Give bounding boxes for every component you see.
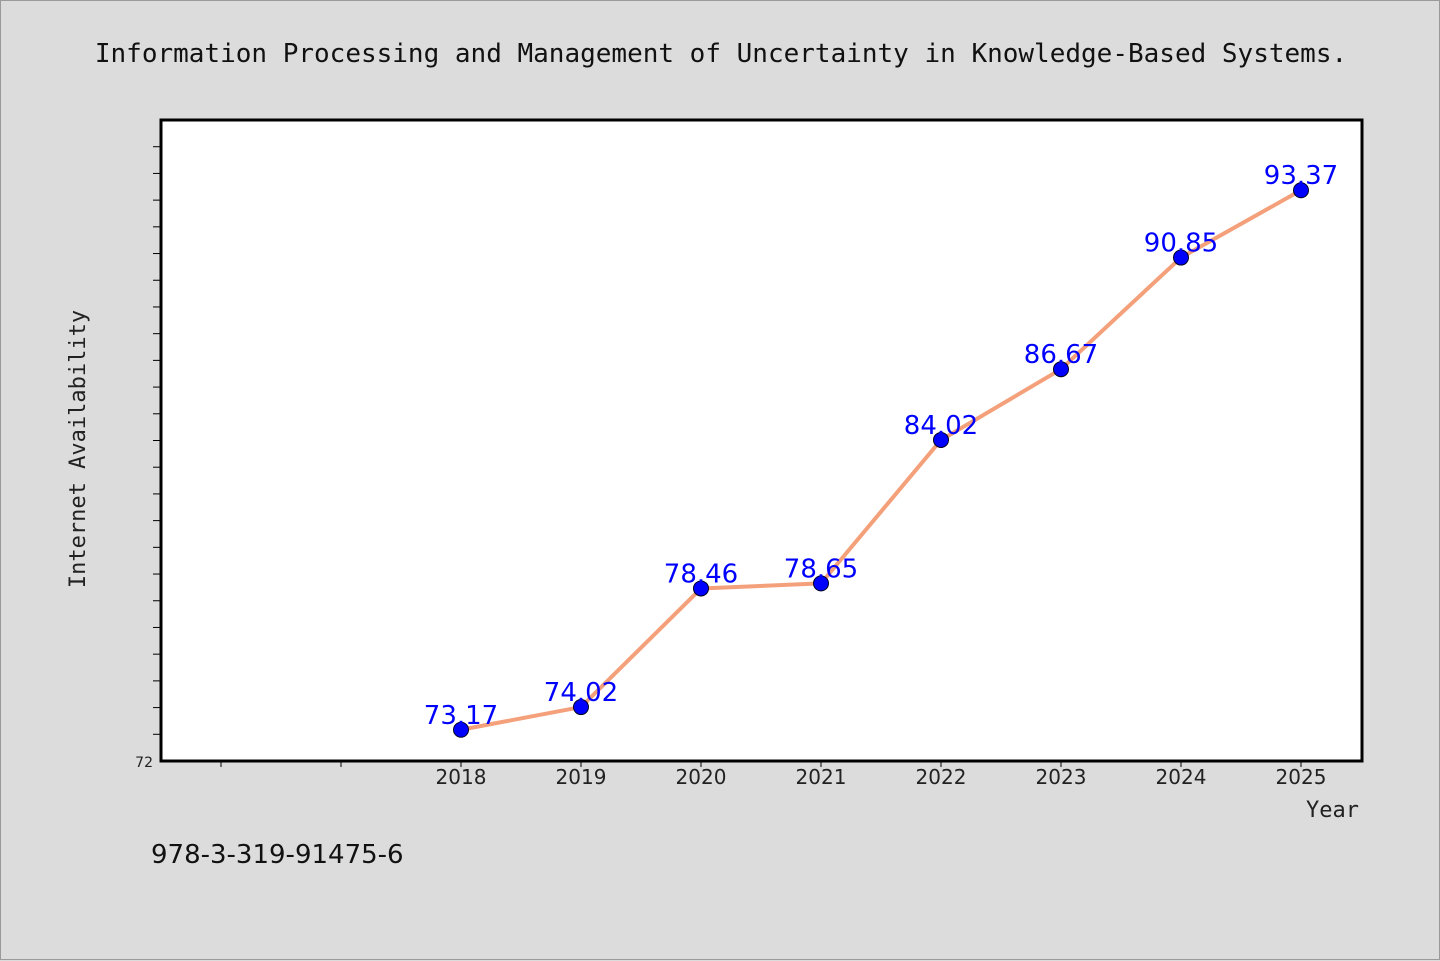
x-tick-label: 2022 — [916, 765, 967, 789]
x-tick-label: 2025 — [1276, 765, 1327, 789]
data-label: 78.46 — [664, 559, 738, 589]
data-label: 90.85 — [1144, 229, 1218, 259]
x-tick-label: 2021 — [796, 765, 847, 789]
isbn-footnote: 978-3-319-91475-6 — [151, 840, 404, 870]
data-label: 93.37 — [1264, 161, 1338, 191]
series-line — [460, 188, 1302, 732]
plot-area — [159, 118, 1364, 763]
y-axis-label: Internet Availability — [66, 310, 91, 588]
data-labels: 73.17 74.02 78.46 78.65 84.02 86.67 90.85 93.37 — [424, 161, 1338, 731]
data-label: 73.17 — [424, 701, 498, 731]
series-layer — [453, 182, 1309, 738]
data-label: 78.65 — [784, 554, 858, 584]
data-point — [1053, 361, 1069, 378]
x-tick-label: 2019 — [556, 765, 607, 789]
data-point — [573, 699, 589, 716]
data-point — [1293, 182, 1309, 199]
data-label: 86.67 — [1024, 340, 1098, 370]
data-point — [1173, 249, 1189, 266]
x-tick-label: 2024 — [1156, 765, 1207, 789]
x-tick-label: 2018 — [436, 765, 487, 789]
x-tick-label: 2020 — [676, 765, 727, 789]
x-axis-ticks — [220, 761, 1302, 767]
x-tick-label: 2023 — [1036, 765, 1087, 789]
y-axis-ticks — [153, 146, 161, 735]
y-tick-label: 72 — [135, 755, 153, 771]
data-point — [693, 580, 709, 597]
data-point — [813, 575, 829, 592]
chart-title: Information Processing and Management of… — [95, 39, 1347, 69]
data-label: 84.02 — [904, 411, 978, 441]
x-axis-label: Year — [1306, 798, 1359, 823]
x-tick-labels: 2018 2019 2020 2021 2022 2023 2024 2025 — [436, 765, 1327, 789]
data-label: 74.02 — [544, 678, 618, 708]
data-point — [453, 721, 469, 738]
data-point — [933, 431, 949, 448]
